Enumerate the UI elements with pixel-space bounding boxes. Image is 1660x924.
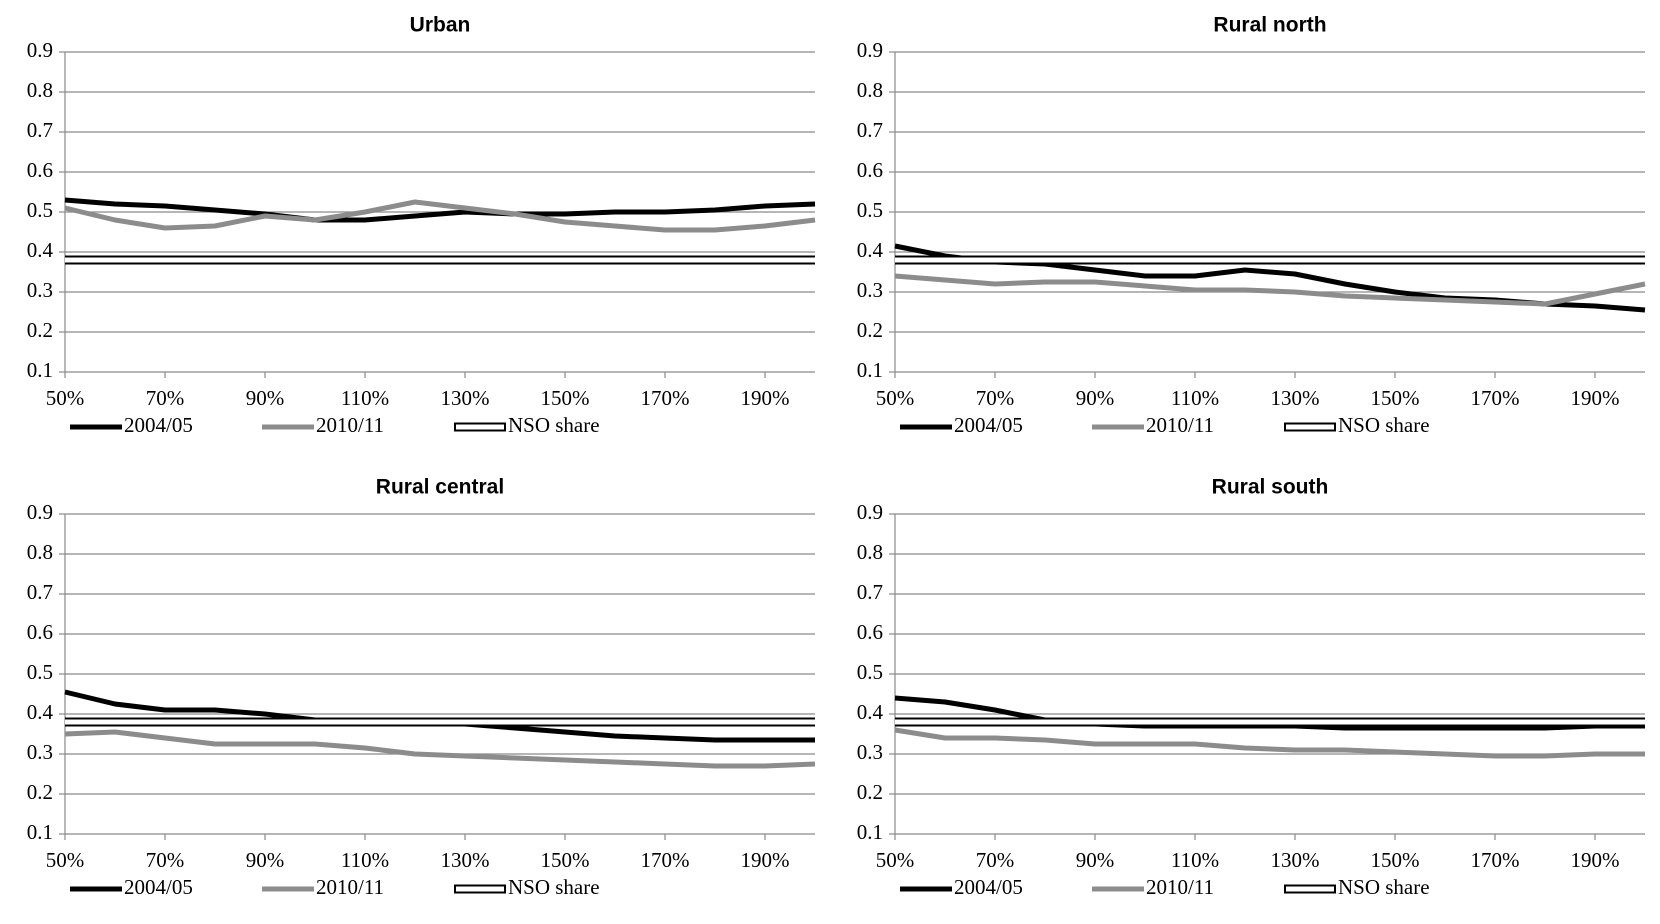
x-tick-label: 90%: [1076, 848, 1115, 872]
x-tick-label: 150%: [541, 848, 590, 872]
y-tick-label: 0.8: [857, 540, 883, 564]
x-tick-label: 110%: [341, 848, 389, 872]
x-tick-label: 70%: [146, 386, 185, 410]
y-tick-label: 0.2: [857, 780, 883, 804]
y-tick-label: 0.6: [857, 158, 883, 182]
y-tick-label: 0.3: [857, 740, 883, 764]
y-tick-label: 0.3: [27, 278, 53, 302]
x-tick-label: 190%: [1571, 848, 1620, 872]
x-tick-label: 170%: [641, 848, 690, 872]
y-tick-label: 0.2: [27, 780, 53, 804]
x-tick-label: 110%: [341, 386, 389, 410]
y-tick-label: 0.1: [27, 358, 53, 382]
y-tick-label: 0.5: [857, 660, 883, 684]
y-tick-label: 0.5: [27, 660, 53, 684]
x-tick-label: 70%: [146, 848, 185, 872]
y-tick-label: 0.8: [27, 540, 53, 564]
y-tick-label: 0.6: [27, 158, 53, 182]
y-tick-label: 0.1: [857, 358, 883, 382]
legend-label: 2010/11: [316, 875, 384, 899]
y-tick-label: 0.3: [27, 740, 53, 764]
legend-label: 2004/05: [954, 413, 1023, 437]
series-line: [64, 197, 816, 223]
legend-label: NSO share: [1338, 413, 1430, 437]
x-tick-label: 50%: [46, 386, 85, 410]
series-line: [894, 727, 1645, 759]
series-line: [64, 729, 816, 769]
x-tick-label: 150%: [1371, 386, 1420, 410]
x-tick-label: 110%: [1171, 386, 1219, 410]
chart-title: Rural south: [1212, 476, 1329, 499]
y-tick-label: 0.7: [27, 118, 53, 142]
legend-label: 2010/11: [1146, 875, 1214, 899]
x-tick-label: 90%: [246, 848, 285, 872]
y-tick-label: 0.4: [27, 700, 54, 724]
y-tick-label: 0.1: [857, 820, 883, 844]
y-tick-label: 0.8: [27, 78, 53, 102]
x-tick-label: 190%: [1571, 386, 1620, 410]
y-tick-label: 0.4: [27, 238, 54, 262]
x-tick-label: 90%: [1076, 386, 1115, 410]
y-tick-label: 0.4: [857, 700, 884, 724]
y-tick-label: 0.6: [857, 620, 883, 644]
legend-label: NSO share: [508, 875, 600, 899]
y-tick-label: 0.9: [27, 500, 53, 524]
series-line: [64, 689, 815, 743]
y-tick-label: 0.7: [857, 580, 883, 604]
chart-title: Rural north: [1213, 14, 1326, 37]
x-tick-label: 170%: [1471, 386, 1520, 410]
x-tick-label: 50%: [876, 386, 915, 410]
legend-label: 2004/05: [124, 413, 193, 437]
chart-title: Urban: [410, 14, 471, 37]
x-tick-label: 190%: [741, 848, 790, 872]
x-tick-label: 130%: [1271, 848, 1320, 872]
y-tick-label: 0.8: [857, 78, 883, 102]
y-tick-label: 0.9: [27, 38, 53, 62]
x-tick-label: 110%: [1171, 848, 1219, 872]
y-tick-label: 0.6: [27, 620, 53, 644]
legend-label: 2004/05: [124, 875, 193, 899]
y-tick-label: 0.5: [27, 198, 53, 222]
legend-label: 2010/11: [1146, 413, 1214, 437]
y-tick-label: 0.7: [857, 118, 883, 142]
x-tick-label: 150%: [541, 386, 590, 410]
legend-label: NSO share: [508, 413, 600, 437]
legend-label: NSO share: [1338, 875, 1430, 899]
x-tick-label: 130%: [1271, 386, 1320, 410]
chart-title: Rural central: [376, 476, 504, 499]
y-tick-label: 0.9: [857, 38, 883, 62]
x-tick-label: 70%: [976, 848, 1015, 872]
x-tick-label: 130%: [441, 386, 490, 410]
series-line: [64, 199, 816, 233]
legend-label: 2010/11: [316, 413, 384, 437]
legend-label: 2004/05: [954, 875, 1023, 899]
y-tick-label: 0.2: [857, 318, 883, 342]
x-tick-label: 170%: [1471, 848, 1520, 872]
x-tick-label: 50%: [46, 848, 85, 872]
x-tick-label: 70%: [976, 386, 1015, 410]
y-tick-label: 0.1: [27, 820, 53, 844]
y-tick-label: 0.4: [857, 238, 884, 262]
x-tick-label: 50%: [876, 848, 915, 872]
x-tick-label: 190%: [741, 386, 790, 410]
y-tick-label: 0.5: [857, 198, 883, 222]
x-tick-label: 170%: [641, 386, 690, 410]
y-tick-label: 0.7: [27, 580, 53, 604]
x-tick-label: 90%: [246, 386, 285, 410]
x-tick-label: 130%: [441, 848, 490, 872]
series-line: [894, 273, 1646, 307]
y-tick-label: 0.3: [857, 278, 883, 302]
y-tick-label: 0.9: [857, 500, 883, 524]
y-tick-label: 0.2: [27, 318, 53, 342]
x-tick-label: 150%: [1371, 848, 1420, 872]
